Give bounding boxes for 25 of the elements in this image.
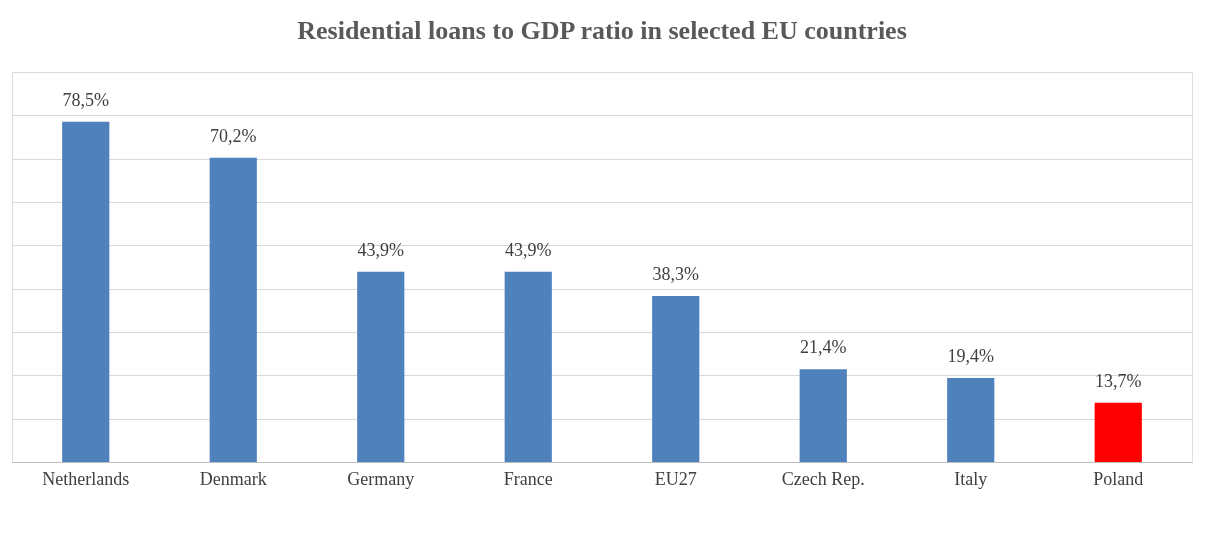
bar <box>504 271 552 462</box>
bar <box>652 296 700 462</box>
data-label: 19,4% <box>947 345 994 366</box>
data-label: 70,2% <box>210 125 257 146</box>
x-tick-label: Czech Rep. <box>781 468 865 489</box>
bar <box>1094 402 1142 462</box>
chart-title: Residential loans to GDP ratio in selected EU countries <box>297 16 907 45</box>
bar <box>357 271 405 462</box>
bar <box>799 369 847 462</box>
data-label: 13,7% <box>1095 370 1142 391</box>
x-tick-label: France <box>503 468 553 489</box>
data-label: 38,3% <box>652 264 699 285</box>
x-tick-label: Italy <box>954 468 988 489</box>
data-label: 43,9% <box>357 239 404 260</box>
data-label: 43,9% <box>505 239 552 260</box>
x-tick-label: EU27 <box>654 468 697 489</box>
data-label: 21,4% <box>800 337 847 358</box>
x-tick-label: Denmark <box>199 468 267 489</box>
x-tick-label: Germany <box>347 468 415 489</box>
x-tick-label: Netherlands <box>42 468 130 489</box>
bar <box>947 377 995 462</box>
data-label: 78,5% <box>62 89 109 110</box>
bar <box>209 157 257 462</box>
bar <box>62 121 110 462</box>
x-tick-label: Poland <box>1093 468 1144 489</box>
